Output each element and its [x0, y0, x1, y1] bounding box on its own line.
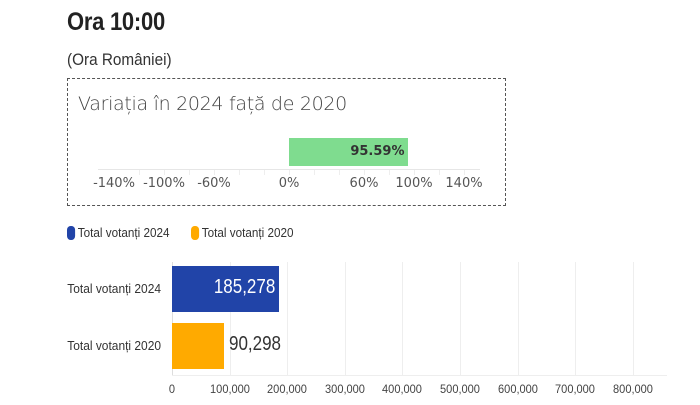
- x-tick-label: 300,000: [324, 382, 365, 396]
- x-tick-label: -100%: [143, 176, 185, 191]
- x-tick-label: 500,000: [440, 382, 480, 396]
- grid-line: [214, 169, 215, 175]
- x-tick-label: 140%: [445, 176, 483, 191]
- category-label: Total votanți 2024: [67, 281, 161, 296]
- x-tick-label: 200,000: [267, 382, 308, 396]
- grid-line: [632, 262, 634, 376]
- grid-line: [460, 262, 461, 376]
- page-subtitle: (Ora României): [67, 50, 172, 69]
- grid-line: [464, 169, 465, 175]
- legend: Total votanți 2024 Total votanți 2020: [67, 225, 293, 240]
- legend-label: Total votanți 2020: [201, 225, 294, 240]
- grid-line: [139, 169, 140, 175]
- grid-line: [314, 169, 315, 175]
- grid-line: [517, 262, 519, 376]
- x-tick-label: -140%: [93, 176, 135, 191]
- bar: [172, 266, 279, 312]
- bar-value-label: 185,278: [214, 276, 276, 298]
- grid-line: [339, 169, 340, 175]
- grid-line: [189, 169, 190, 175]
- grid-line: [287, 262, 289, 376]
- variation-bar-label: 95.59%: [350, 144, 405, 159]
- legend-swatch: [67, 225, 76, 240]
- x-tick-label: 0%: [278, 176, 300, 191]
- grid-line: [239, 169, 240, 175]
- grid-line: [264, 169, 265, 175]
- x-tick-label: 800,000: [612, 382, 653, 396]
- grid-line: [439, 169, 440, 175]
- x-axis-line: [98, 169, 480, 170]
- grid-line: [414, 169, 415, 175]
- grid-line: [289, 169, 290, 175]
- variation-chart-box: [67, 78, 506, 206]
- category-label: Total votanți 2020: [67, 338, 161, 353]
- variation-chart-title: Variația în 2024 față de 2020: [78, 93, 347, 115]
- legend-item-2024[interactable]: Total votanți 2024: [67, 225, 170, 240]
- legend-label: Total votanți 2024: [77, 225, 170, 240]
- x-tick-label: 700,000: [555, 382, 596, 396]
- grid-line: [164, 169, 165, 175]
- x-tick-label: -60%: [197, 176, 231, 191]
- variation-bar: [289, 138, 409, 166]
- legend-swatch: [190, 225, 200, 240]
- x-tick-label: 100%: [395, 176, 433, 191]
- grid-line: [364, 169, 365, 175]
- x-tick-label: 60%: [349, 176, 379, 191]
- x-tick-label: 600,000: [497, 382, 538, 396]
- grid-line: [389, 169, 390, 175]
- x-axis-line: [172, 375, 667, 376]
- bar: [172, 323, 224, 369]
- bar-value-label: 90,298: [229, 333, 281, 355]
- grid-line: [575, 262, 577, 376]
- grid-line: [172, 262, 173, 376]
- grid-line: [344, 262, 346, 376]
- grid-line: [229, 262, 231, 376]
- x-tick-label: 0: [168, 382, 176, 396]
- x-tick-label: 100,000: [209, 382, 250, 396]
- grid-line: [402, 262, 404, 376]
- page-title: Ora 10:00: [67, 8, 165, 36]
- legend-item-2020[interactable]: Total votanți 2020: [190, 225, 294, 240]
- x-tick-label: 400,000: [382, 382, 423, 396]
